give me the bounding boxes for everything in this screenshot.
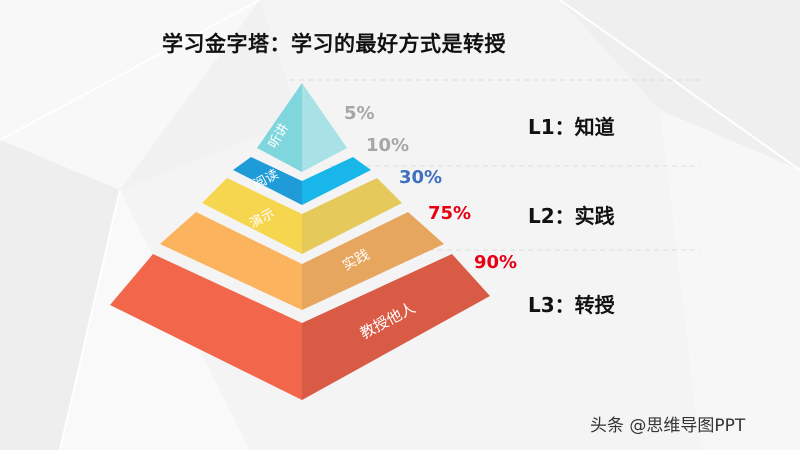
layer-side: [302, 83, 347, 172]
percent-practice: 75%: [428, 203, 471, 224]
pyramid-layer-listening: 听讲: [257, 83, 347, 172]
layer-front: [160, 212, 302, 310]
page-title: 学习金字塔：学习的最好方式是转授: [162, 32, 506, 56]
layer-front: [110, 254, 302, 400]
layer-side: [302, 178, 402, 254]
percent-reading: 10%: [366, 135, 409, 156]
pyramid-layer-practice: 实践: [160, 212, 444, 310]
layer-side: [302, 212, 444, 310]
layer-front: [233, 157, 302, 205]
pyramid-layer-demonstration: 演示: [202, 178, 402, 254]
percent-demonstration: 30%: [399, 167, 442, 188]
level-l2-practice: L2：实践: [528, 204, 615, 228]
percent-listening: 5%: [344, 103, 375, 124]
pyramid-layer-teaching: 教授他人: [110, 254, 490, 400]
layer-side: [302, 157, 371, 205]
layer-front: [202, 178, 302, 254]
level-l3-teach: L3：转授: [528, 293, 615, 317]
layer-front: [257, 83, 302, 172]
percent-teaching: 90%: [474, 252, 517, 273]
level-l1-know: L1：知道: [528, 115, 615, 139]
pyramid-layer-reading: 阅读: [233, 157, 371, 205]
guide-lines: [290, 79, 700, 251]
layer-side: [302, 254, 490, 400]
watermark: 头条 @思维导图PPT: [590, 416, 746, 436]
